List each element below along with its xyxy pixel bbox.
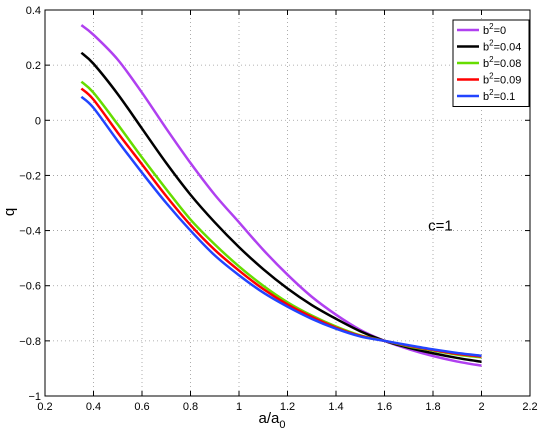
legend-label-2: b2=0.08 [483, 55, 521, 70]
y-axis-label: q [1, 208, 18, 216]
y-tick-label: −0.6 [19, 281, 41, 293]
y-tick-label: 0 [35, 115, 41, 127]
y-tick-label: −0.4 [19, 226, 41, 238]
x-tick-label: 0.8 [183, 401, 198, 413]
x-axis-label-main: a/a [259, 410, 281, 427]
y-tick-label: −1 [28, 391, 41, 403]
series-line-4 [80, 95, 482, 357]
x-tick-label: 0.2 [37, 401, 52, 413]
x-axis-label-subscript: 0 [279, 419, 285, 431]
y-tick-label: −0.8 [19, 336, 41, 348]
series-line-1 [80, 51, 482, 364]
x-axis-label: a/a0 [259, 410, 286, 431]
annotation-c: c=1 [428, 218, 453, 235]
y-tick-label: 0.2 [26, 60, 41, 72]
y-tick-label: −0.2 [19, 170, 41, 182]
x-tick-label: 2.2 [522, 401, 537, 413]
legend-label-4: b2=0.1 [483, 88, 515, 103]
x-tick-label: 1.2 [280, 401, 295, 413]
x-tick-label: 0.4 [86, 401, 101, 413]
axis-ticks: 0.2 0.4 0.6 0.8 1 1.2 1.4 1.6 1.8 2 2.2 −1 −0.8 −0.6 −… [19, 5, 537, 413]
x-tick-label: 1.4 [328, 401, 343, 413]
x-tick-label: 1.6 [377, 401, 392, 413]
series-lines [80, 24, 482, 367]
series-line-2 [80, 80, 482, 359]
x-tick-label: 1.8 [425, 401, 440, 413]
y-tick-label: 0.4 [26, 5, 41, 17]
x-tick-label: 2 [478, 401, 484, 413]
legend-label-0: b2=0 [483, 22, 506, 37]
series-line-0 [80, 24, 482, 367]
x-tick-label: 0.6 [134, 401, 149, 413]
x-tick-label: 1 [236, 401, 242, 413]
legend-label-3: b2=0.09 [483, 72, 521, 87]
legend-label-1: b2=0.04 [483, 39, 521, 54]
